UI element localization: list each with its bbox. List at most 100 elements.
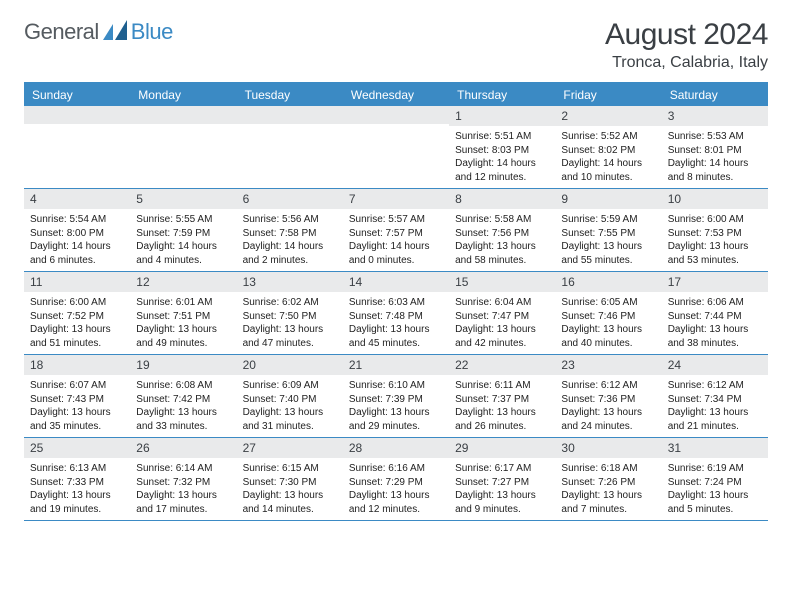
- day-cell: 19Sunrise: 6:08 AMSunset: 7:42 PMDayligh…: [130, 355, 236, 437]
- sunrise-text: Sunrise: 6:19 AM: [668, 462, 762, 476]
- day-cell: 9Sunrise: 5:59 AMSunset: 7:55 PMDaylight…: [555, 189, 661, 271]
- brand-part1: General: [24, 19, 99, 45]
- day-body: Sunrise: 5:59 AMSunset: 7:55 PMDaylight:…: [555, 209, 661, 271]
- weeks-container: 1Sunrise: 5:51 AMSunset: 8:03 PMDaylight…: [24, 106, 768, 521]
- sunset-text: Sunset: 7:39 PM: [349, 393, 443, 407]
- sunset-text: Sunset: 7:55 PM: [561, 227, 655, 241]
- sunset-text: Sunset: 7:47 PM: [455, 310, 549, 324]
- daylight-text: Daylight: 13 hours and 42 minutes.: [455, 323, 549, 350]
- day-body: [24, 124, 130, 182]
- weekday-header: Wednesday: [343, 84, 449, 106]
- sunrise-text: Sunrise: 6:02 AM: [243, 296, 337, 310]
- daylight-text: Daylight: 13 hours and 38 minutes.: [668, 323, 762, 350]
- location-label: Tronca, Calabria, Italy: [605, 54, 768, 72]
- day-body: Sunrise: 6:07 AMSunset: 7:43 PMDaylight:…: [24, 375, 130, 437]
- sunrise-text: Sunrise: 6:03 AM: [349, 296, 443, 310]
- sunrise-text: Sunrise: 6:12 AM: [561, 379, 655, 393]
- weekday-header: Monday: [130, 84, 236, 106]
- sunrise-text: Sunrise: 6:01 AM: [136, 296, 230, 310]
- month-title: August 2024: [605, 18, 768, 52]
- weekday-header: Sunday: [24, 84, 130, 106]
- sunrise-text: Sunrise: 5:51 AM: [455, 130, 549, 144]
- weekday-header: Tuesday: [237, 84, 343, 106]
- day-cell: 28Sunrise: 6:16 AMSunset: 7:29 PMDayligh…: [343, 438, 449, 520]
- day-body: Sunrise: 6:11 AMSunset: 7:37 PMDaylight:…: [449, 375, 555, 437]
- sunset-text: Sunset: 7:51 PM: [136, 310, 230, 324]
- day-cell: 17Sunrise: 6:06 AMSunset: 7:44 PMDayligh…: [662, 272, 768, 354]
- day-number: 15: [449, 272, 555, 292]
- day-number: 14: [343, 272, 449, 292]
- sunset-text: Sunset: 7:36 PM: [561, 393, 655, 407]
- daylight-text: Daylight: 13 hours and 55 minutes.: [561, 240, 655, 267]
- sunrise-text: Sunrise: 6:14 AM: [136, 462, 230, 476]
- daylight-text: Daylight: 13 hours and 14 minutes.: [243, 489, 337, 516]
- day-number: [24, 106, 130, 124]
- day-cell: 22Sunrise: 6:11 AMSunset: 7:37 PMDayligh…: [449, 355, 555, 437]
- sunrise-text: Sunrise: 6:18 AM: [561, 462, 655, 476]
- day-number: 3: [662, 106, 768, 126]
- daylight-text: Daylight: 13 hours and 29 minutes.: [349, 406, 443, 433]
- daylight-text: Daylight: 13 hours and 49 minutes.: [136, 323, 230, 350]
- day-number: 25: [24, 438, 130, 458]
- day-body: Sunrise: 5:53 AMSunset: 8:01 PMDaylight:…: [662, 126, 768, 188]
- sunrise-text: Sunrise: 5:52 AM: [561, 130, 655, 144]
- day-body: Sunrise: 6:02 AMSunset: 7:50 PMDaylight:…: [237, 292, 343, 354]
- day-cell: 7Sunrise: 5:57 AMSunset: 7:57 PMDaylight…: [343, 189, 449, 271]
- sunrise-text: Sunrise: 6:12 AM: [668, 379, 762, 393]
- sunset-text: Sunset: 7:32 PM: [136, 476, 230, 490]
- calendar-page: General Blue August 2024 Tronca, Calabri…: [0, 0, 792, 539]
- day-cell: 18Sunrise: 6:07 AMSunset: 7:43 PMDayligh…: [24, 355, 130, 437]
- day-number: 28: [343, 438, 449, 458]
- day-body: Sunrise: 6:08 AMSunset: 7:42 PMDaylight:…: [130, 375, 236, 437]
- week-row: 11Sunrise: 6:00 AMSunset: 7:52 PMDayligh…: [24, 272, 768, 355]
- day-body: Sunrise: 6:00 AMSunset: 7:52 PMDaylight:…: [24, 292, 130, 354]
- day-number: 6: [237, 189, 343, 209]
- day-body: Sunrise: 6:04 AMSunset: 7:47 PMDaylight:…: [449, 292, 555, 354]
- day-number: 10: [662, 189, 768, 209]
- day-cell: 1Sunrise: 5:51 AMSunset: 8:03 PMDaylight…: [449, 106, 555, 188]
- brand-part2: Blue: [131, 19, 173, 45]
- sunset-text: Sunset: 7:56 PM: [455, 227, 549, 241]
- daylight-text: Daylight: 14 hours and 8 minutes.: [668, 157, 762, 184]
- daylight-text: Daylight: 13 hours and 12 minutes.: [349, 489, 443, 516]
- daylight-text: Daylight: 13 hours and 31 minutes.: [243, 406, 337, 433]
- sunset-text: Sunset: 7:42 PM: [136, 393, 230, 407]
- day-body: Sunrise: 6:01 AMSunset: 7:51 PMDaylight:…: [130, 292, 236, 354]
- day-number: [343, 106, 449, 124]
- day-body: Sunrise: 6:09 AMSunset: 7:40 PMDaylight:…: [237, 375, 343, 437]
- sunset-text: Sunset: 7:59 PM: [136, 227, 230, 241]
- day-cell: 26Sunrise: 6:14 AMSunset: 7:32 PMDayligh…: [130, 438, 236, 520]
- day-cell: 14Sunrise: 6:03 AMSunset: 7:48 PMDayligh…: [343, 272, 449, 354]
- sunrise-text: Sunrise: 6:00 AM: [30, 296, 124, 310]
- sunset-text: Sunset: 7:43 PM: [30, 393, 124, 407]
- day-cell: 27Sunrise: 6:15 AMSunset: 7:30 PMDayligh…: [237, 438, 343, 520]
- day-number: 24: [662, 355, 768, 375]
- day-number: 12: [130, 272, 236, 292]
- sunrise-text: Sunrise: 5:54 AM: [30, 213, 124, 227]
- sunset-text: Sunset: 7:29 PM: [349, 476, 443, 490]
- day-cell: 5Sunrise: 5:55 AMSunset: 7:59 PMDaylight…: [130, 189, 236, 271]
- daylight-text: Daylight: 14 hours and 12 minutes.: [455, 157, 549, 184]
- day-body: Sunrise: 6:13 AMSunset: 7:33 PMDaylight:…: [24, 458, 130, 520]
- day-cell: 3Sunrise: 5:53 AMSunset: 8:01 PMDaylight…: [662, 106, 768, 188]
- sunset-text: Sunset: 7:44 PM: [668, 310, 762, 324]
- day-body: [130, 124, 236, 182]
- sunrise-text: Sunrise: 6:13 AM: [30, 462, 124, 476]
- daylight-text: Daylight: 14 hours and 0 minutes.: [349, 240, 443, 267]
- day-body: Sunrise: 5:58 AMSunset: 7:56 PMDaylight:…: [449, 209, 555, 271]
- day-body: Sunrise: 6:14 AMSunset: 7:32 PMDaylight:…: [130, 458, 236, 520]
- day-number: 2: [555, 106, 661, 126]
- day-cell: [237, 106, 343, 188]
- daylight-text: Daylight: 13 hours and 17 minutes.: [136, 489, 230, 516]
- day-number: 20: [237, 355, 343, 375]
- day-cell: [343, 106, 449, 188]
- sunrise-text: Sunrise: 6:06 AM: [668, 296, 762, 310]
- sunrise-text: Sunrise: 5:59 AM: [561, 213, 655, 227]
- daylight-text: Daylight: 13 hours and 53 minutes.: [668, 240, 762, 267]
- sunrise-text: Sunrise: 6:17 AM: [455, 462, 549, 476]
- day-number: [130, 106, 236, 124]
- day-cell: 2Sunrise: 5:52 AMSunset: 8:02 PMDaylight…: [555, 106, 661, 188]
- sunset-text: Sunset: 7:30 PM: [243, 476, 337, 490]
- day-number: 26: [130, 438, 236, 458]
- sunset-text: Sunset: 7:24 PM: [668, 476, 762, 490]
